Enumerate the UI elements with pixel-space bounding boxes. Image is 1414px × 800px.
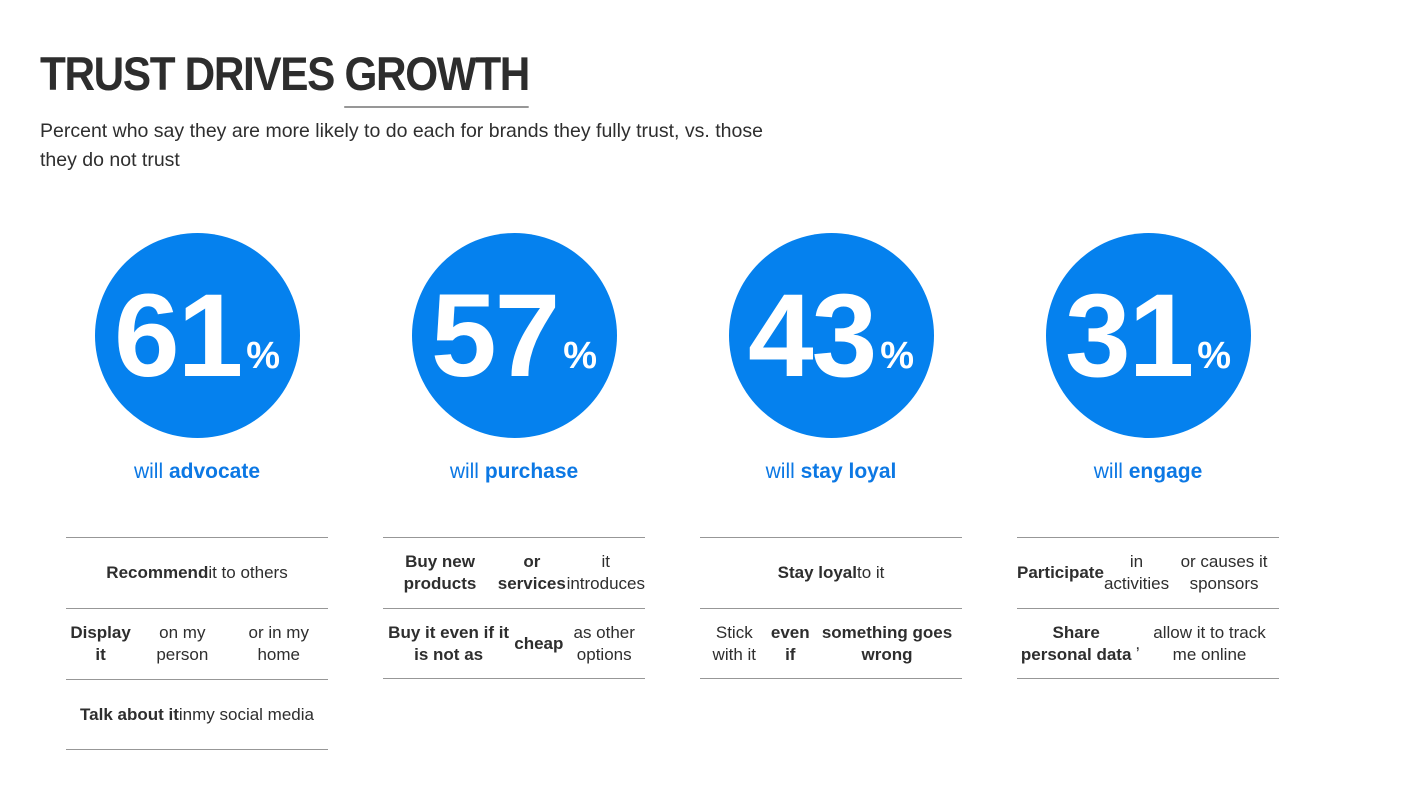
percent-value: 61 xyxy=(113,269,243,402)
stat-column-3: 43% will stay loyal Stay loyal to it Stick … xyxy=(700,233,962,750)
title-main: TRUST DRIVES xyxy=(40,47,345,100)
behavior-item: Display it on my person or in my home xyxy=(66,608,328,679)
text-bold: stay loyal xyxy=(800,460,897,483)
behavior-item: Buy new products or services it introduce… xyxy=(383,537,645,608)
text-regular: to it xyxy=(856,563,885,582)
behavior-item: Share personal data, allow it to track me… xyxy=(1017,608,1279,679)
text-regular: or causes it sponsors xyxy=(1180,552,1268,593)
percent-circle: 31% xyxy=(1045,233,1251,438)
text-bold: Display it xyxy=(70,623,131,664)
text-bold: or services xyxy=(497,552,566,593)
stat-columns: 61% will advocate Recommend it to others Di… xyxy=(66,233,1279,750)
percent-circle: 61% xyxy=(94,233,300,438)
text-bold: engage xyxy=(1128,460,1203,483)
stat-column-4: 31% will engage Participate in activities o… xyxy=(1017,233,1279,750)
stat-column-1: 61% will advocate Recommend it to others Di… xyxy=(66,233,328,750)
header: TRUST DRIVES GROWTH Percent who say they… xyxy=(40,47,763,175)
percent-sign: % xyxy=(246,334,281,377)
percent-group: 31% xyxy=(1065,277,1231,395)
text-bold: Participate xyxy=(1017,563,1104,582)
circle-label: will advocate xyxy=(66,459,328,484)
text-bold: Buy new products xyxy=(403,552,477,593)
behavior-list: Recommend it to others Display it on my p… xyxy=(66,537,328,750)
text-bold: something goes wrong xyxy=(821,622,953,664)
circle-label: will engage xyxy=(1017,459,1279,484)
behavior-item: Stay loyal to it xyxy=(700,537,962,608)
percent-group: 57% xyxy=(431,277,597,395)
percent-circle: 57% xyxy=(411,233,617,438)
percent-value: 57 xyxy=(430,269,560,402)
text-regular: it to others xyxy=(208,563,288,582)
text-regular: in xyxy=(178,704,193,724)
text-regular: on my person xyxy=(156,623,209,664)
percent-circle: 43% xyxy=(728,233,934,438)
text-bold: Stay loyal xyxy=(777,563,857,582)
percent-group: 61% xyxy=(114,277,280,395)
behavior-item: Talk about it in my social media xyxy=(66,679,328,750)
behavior-list: Buy new products or services it introduce… xyxy=(383,537,645,679)
text-regular: Stick with it xyxy=(712,622,757,664)
behavior-item: Stick with it even if something goes wron… xyxy=(700,608,962,679)
text-regular: will xyxy=(133,460,169,483)
text-regular: as other options xyxy=(573,622,635,664)
text-bold: purchase xyxy=(484,460,579,483)
text-regular: my social media xyxy=(192,704,314,724)
text-bold: Talk about it xyxy=(80,704,179,724)
text-regular: or in my home xyxy=(248,623,309,664)
text-regular: , xyxy=(1135,633,1141,653)
text-regular: will xyxy=(449,460,485,483)
percent-value: 31 xyxy=(1064,269,1194,402)
text-regular: in activities xyxy=(1103,552,1170,593)
percent-group: 43% xyxy=(748,277,914,395)
behavior-item: Buy it even if it is not as cheap as othe… xyxy=(383,608,645,679)
circle-label: will purchase xyxy=(383,459,645,484)
percent-value: 43 xyxy=(747,269,877,402)
title-underlined-word: GROWTH xyxy=(344,47,530,108)
circle-label: will stay loyal xyxy=(700,459,962,484)
behavior-item: Participate in activities or causes it sp… xyxy=(1017,537,1279,608)
text-bold: cheap xyxy=(514,633,564,653)
text-regular: will xyxy=(1093,460,1129,483)
text-regular: will xyxy=(765,460,801,483)
percent-sign: % xyxy=(880,334,915,377)
text-bold: even if xyxy=(770,622,810,664)
page-title: TRUST DRIVES GROWTH xyxy=(40,47,691,108)
text-regular: it introduces xyxy=(566,552,645,593)
percent-sign: % xyxy=(1197,334,1232,377)
stat-column-2: 57% will purchase Buy new products or servi… xyxy=(383,233,645,750)
text-regular: allow it to track me online xyxy=(1153,622,1266,664)
page-subtitle: Percent who say they are more likely to … xyxy=(40,119,763,171)
behavior-list: Stay loyal to it Stick with it even if som… xyxy=(700,537,962,679)
text-bold: Buy it even if it is not as xyxy=(388,622,510,664)
text-bold: Recommend xyxy=(106,563,209,582)
text-bold: advocate xyxy=(168,460,261,483)
behavior-list: Participate in activities or causes it sp… xyxy=(1017,537,1279,679)
behavior-item: Recommend it to others xyxy=(66,537,328,608)
text-bold: Share personal data xyxy=(1020,622,1132,664)
percent-sign: % xyxy=(563,334,598,377)
